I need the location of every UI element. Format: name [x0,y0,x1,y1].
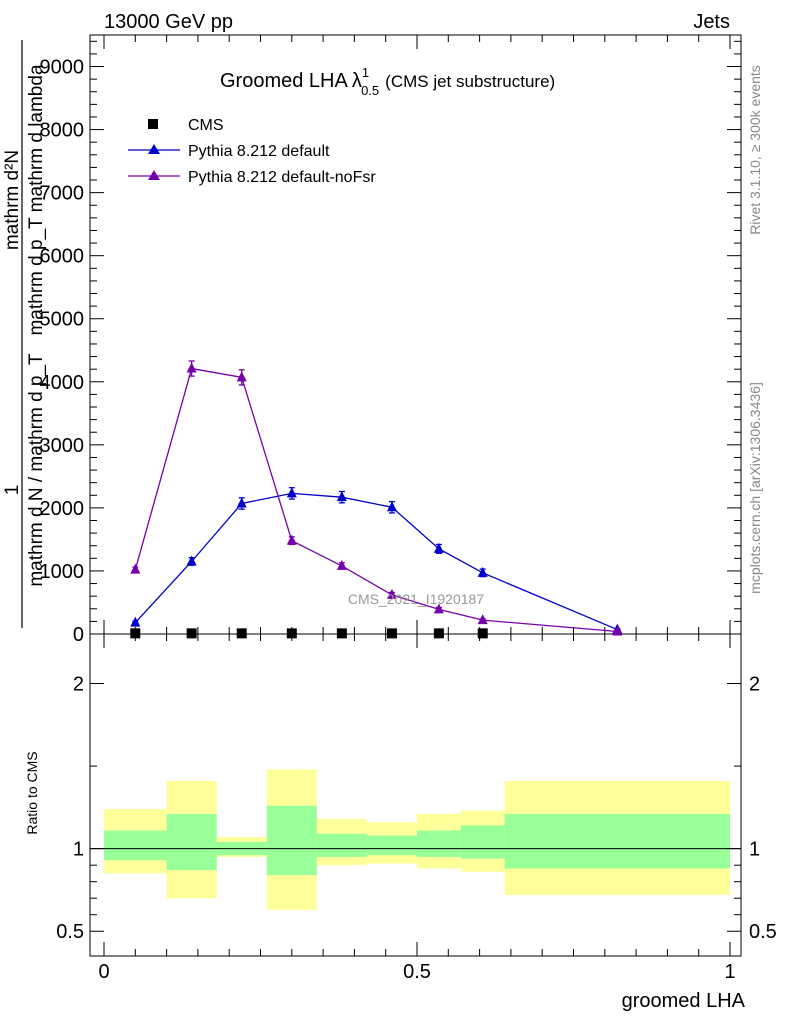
series-1-point-2 [236,497,247,508]
main-ytick-label-1: 1000 [40,561,85,583]
main-ytick-label-0: 0 [73,624,84,646]
series-line-1 [134,492,618,631]
plot-title-lambda: λ [352,70,362,92]
legend-label-default: Pythia 8.212 default [188,143,330,160]
main-y-tick-labels: 0 1000 2000 3000 4000 5000 6000 7000 8000 9000 [40,57,85,646]
process-label: Jets [693,11,730,33]
series-2 [130,360,623,636]
plot-title-suffix: (CMS jet substructure) [385,72,555,91]
series-1-point-4 [336,491,347,502]
series-2-point-0 [130,563,141,574]
ratio-ytick-label-right-1: 1 [749,839,760,861]
main-ytick-label-5: 5000 [40,309,85,331]
series-1-point-7 [477,566,488,577]
legend-marker-nofsr [148,170,160,180]
plot-title: Groomed LHA λ1 0.5 (CMS jet substructure) [220,65,555,98]
series-1-point-6 [433,542,444,553]
main-ytick-label-8: 8000 [40,120,85,142]
series-2-point-2 [236,371,247,382]
ratio-y-axis-label: Ratio to CMS [24,751,40,834]
ratio-ytick-label-left-1: 1 [73,839,84,861]
x-tick-label-1: 0.5 [403,961,431,983]
series-0-point-3 [286,628,297,639]
main-ytick-label-7: 7000 [40,183,85,205]
ratio-band-inner-8 [504,813,730,869]
series-0-point-5 [386,628,397,639]
main-ytick-label-6: 6000 [40,246,85,268]
plot-title-superscript: 1 [362,65,369,80]
legend-label-cms: CMS [188,117,224,134]
ratio-plot-frame [89,633,742,957]
series-1-point-5 [386,501,397,512]
x-tick-label-2: 1 [724,961,735,983]
x-axis-label: groomed LHA [622,990,746,1012]
series-1 [130,487,623,634]
ratio-ytick-label-right-0: 0.5 [749,921,777,943]
series-2-point-8 [612,625,623,636]
main-y-axis-label: 1 mathrm d N / mathrm d p_T mathrm d²N m… [2,40,47,628]
series-2-point-3 [286,534,297,545]
ratio-band-inner-4 [316,833,367,857]
ratio-band-inner-0 [104,830,167,861]
series-0-point-7 [477,628,488,639]
ratio-ytick-label-left-0: 0.5 [56,921,84,943]
rivet-label: Rivet 3.1.10, ≥ 300k events [747,65,763,235]
series-0-point-4 [336,628,347,639]
series-layer [130,360,623,639]
ratio-band-inner-1 [166,813,217,871]
legend-marker-default [148,144,160,154]
mcplots-label: mcplots.cern.ch [arXiv:1306.3436] [747,382,763,594]
ratio-band-inner-5 [366,835,417,856]
series-2-point-6 [433,603,444,614]
y-label-right-bottom: mathrm d p_T mathrm d lambda [26,64,47,335]
axis-ticks [90,35,741,956]
analysis-watermark: CMS_2021_I1920187 [348,591,484,607]
series-0-point-1 [186,628,197,639]
series-0-point-6 [433,628,444,639]
ratio-ytick-label-right-2: 2 [749,674,760,696]
series-2-point-4 [336,559,347,570]
energy-label: 13000 GeV pp [104,11,233,33]
x-tick-label-0: 0 [98,961,109,983]
main-ytick-label-4: 4000 [40,372,85,394]
plot-title-subscript: 0.5 [361,83,379,98]
main-ytick-label-2: 2000 [40,498,85,520]
series-2-point-5 [386,588,397,599]
ratio-ytick-label-left-2: 2 [73,674,84,696]
series-0-point-2 [236,628,247,639]
series-2-point-1 [186,362,197,373]
series-2-point-7 [477,614,488,625]
plot-title-main: Groomed LHA [220,70,348,92]
series-0-point-0 [130,628,141,639]
ratio-band-inner-3 [266,805,317,876]
legend-label-nofsr: Pythia 8.212 default-noFsr [188,169,376,186]
main-ytick-label-9: 9000 [40,57,85,79]
series-1-point-0 [130,616,141,627]
series-1-point-1 [186,555,197,566]
main-ytick-label-3: 3000 [40,435,85,457]
ratio-y-tick-labels: 0.5 0.5 1 1 2 2 [56,674,777,944]
series-1-point-3 [286,487,297,498]
y-label-right-top: mathrm d²N [2,150,23,250]
ratio-bands [104,769,730,910]
x-tick-labels: 0 0.5 1 [98,961,735,983]
legend-marker-cms [148,119,158,129]
series-0 [130,628,488,639]
ratio-band-inner-7 [460,825,505,859]
legend: CMS Pythia 8.212 default Pythia 8.212 de… [128,117,376,186]
y-label-denominator: mathrm d N / mathrm d p_T [26,353,47,587]
y-label-numerator: 1 [2,485,23,496]
ratio-band-inner-6 [417,830,461,857]
